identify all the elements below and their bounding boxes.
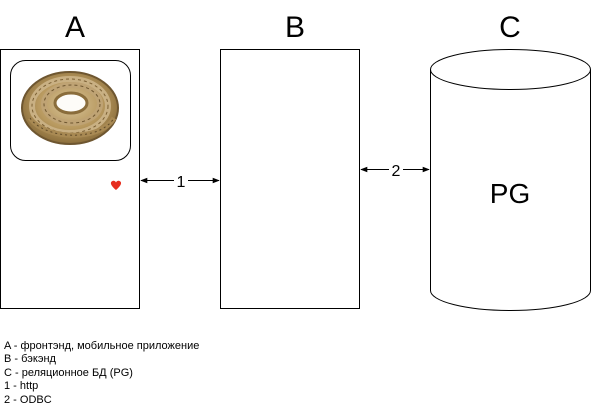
legend: A - фронтэнд, мобильное приложение B - б…	[4, 340, 199, 407]
node-a-title: A	[65, 11, 85, 44]
legend-item: A - фронтэнд, мобильное приложение	[4, 340, 199, 353]
rope-image	[11, 61, 131, 161]
legend-item: 1 - http	[4, 380, 199, 393]
node-b-box[interactable]	[221, 50, 360, 309]
node-b-title: B	[285, 11, 305, 44]
legend-item: B - бэкэнд	[4, 353, 199, 366]
edge-2-label: 2	[392, 163, 401, 180]
legend-item: 2 - ODBC	[4, 394, 199, 407]
node-c-title: C	[499, 11, 521, 44]
node-c-inner-label: PG	[490, 178, 530, 209]
edge-1-label: 1	[177, 174, 186, 191]
legend-item: C - реляционное БД (PG)	[4, 367, 199, 380]
